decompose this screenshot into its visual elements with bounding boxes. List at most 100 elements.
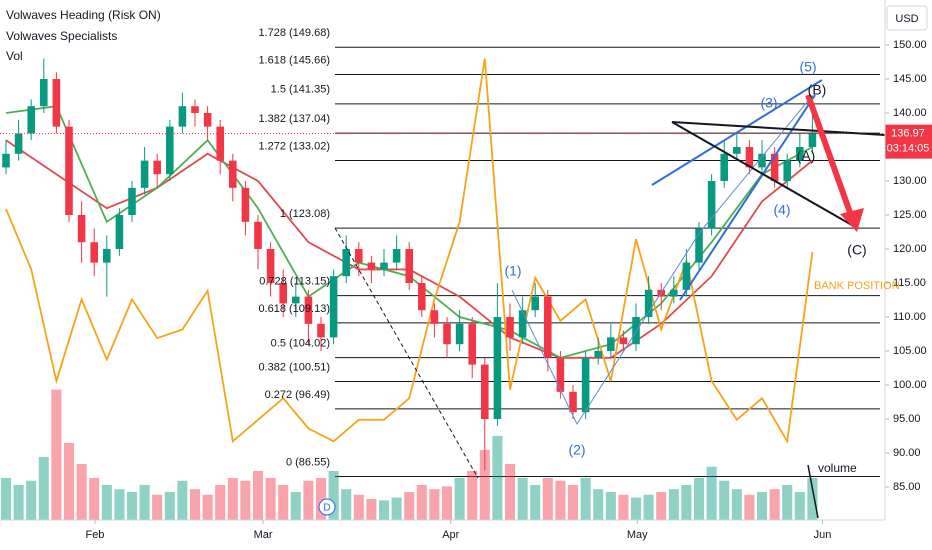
volume-bar [416,484,427,520]
candle-body [632,317,640,345]
fib-label: 1.5 (141.35) [271,84,330,96]
volume-bar [504,463,516,520]
trend-line [334,227,479,479]
volume-bar [782,484,793,520]
x-tick-label: Feb [85,529,104,541]
volume-bar [517,477,528,520]
volume-bar [26,480,37,520]
candle-body [380,262,388,270]
candle-body [140,160,149,188]
fib-label: 1 (123.08) [280,208,330,220]
arrow-head [840,208,864,232]
candle-body [103,249,111,263]
candle-body [128,187,136,216]
wave-label: (1) [504,263,521,279]
x-tick-label: Mar [254,529,273,541]
volume-bar [265,477,276,520]
candle-body [783,160,792,182]
candle-body [2,153,10,168]
y-tick-label: 110.00 [893,311,926,323]
candle-body [607,337,615,352]
volume-bar [567,484,579,520]
candle-body [14,133,23,154]
volume-bar [89,477,100,520]
y-tick-label: 95.00 [893,413,921,425]
y-tick-label: 125.00 [893,209,927,221]
fib-label: 1.272 (133.02) [258,140,330,152]
volume-bar [0,477,12,520]
currency-box[interactable] [886,5,928,31]
volume-bar [668,489,679,520]
volume-bar [278,484,289,520]
last-price: 136.97 [891,128,925,140]
fib-label: 1.382 (137.04) [258,113,330,125]
volume-bar [378,500,390,520]
candle-body [279,283,287,304]
y-tick-label: 140.00 [893,107,927,119]
volume-bar [13,484,24,520]
candle-body [355,249,363,263]
volume-bar [630,497,642,520]
candle-body [418,283,426,311]
candle-body [808,133,817,148]
volume-bar [366,498,377,520]
volume-bar [731,489,742,520]
bank-position-label: BANK POSITION [814,280,900,292]
volume-bar [126,491,138,520]
volume-label: volume [818,461,857,475]
volume-bar [227,477,238,520]
candle-body [216,126,224,161]
x-tick-label: Apr [442,529,459,541]
volume-bar [441,486,453,520]
candle-body [292,296,300,304]
y-tick-label: 130.00 [893,175,927,187]
volume-bar [240,480,251,520]
candle-body [468,323,476,365]
wave-label: (B) [808,82,827,98]
volume-bar [454,477,465,520]
volume-bar [114,489,125,520]
candle-body [506,317,514,338]
volume-bar [215,484,226,520]
candle-body [770,153,779,182]
fib-label: 0.728 (113.15) [259,276,330,288]
fib-label: 0.382 (100.51) [258,361,330,373]
candle-body [65,126,73,216]
fib-label: 0.5 (104.02) [271,338,330,350]
candle-body [455,323,464,345]
volume-bar [353,494,364,520]
candle-body [493,317,502,420]
y-tick-label: 115.00 [893,277,926,289]
candle-body [733,147,741,154]
candle-body [27,106,35,134]
wave-label: (5) [799,59,816,75]
candle-body [166,126,174,175]
candle-body [720,153,728,182]
candle-body [594,351,602,358]
volume-bar [719,480,730,520]
volume-bar [593,489,604,520]
drawings [334,79,886,519]
x-tick-label: Jun [814,529,832,541]
wave-label: (2) [568,442,585,458]
volume-bar [492,435,503,520]
volume-bar [744,494,755,520]
volume-bar [252,470,264,520]
volume-bar [315,477,327,520]
volume-bar [706,466,717,520]
candle-body [266,249,275,284]
countdown: 03:14:05 [887,143,930,155]
fib-label: 1.728 (149.68) [258,27,330,39]
candle-body [758,153,766,168]
y-tick-label: 120.00 [893,243,927,255]
triangle-line [671,121,886,136]
candle-body [317,323,325,338]
candle-body [304,296,313,324]
volume-bar [139,484,150,520]
badge[interactable] [318,498,336,516]
y-tick-label: 150.00 [893,39,927,51]
candle-body [481,364,489,420]
volume-bar [303,480,314,520]
candle-body [203,113,212,127]
